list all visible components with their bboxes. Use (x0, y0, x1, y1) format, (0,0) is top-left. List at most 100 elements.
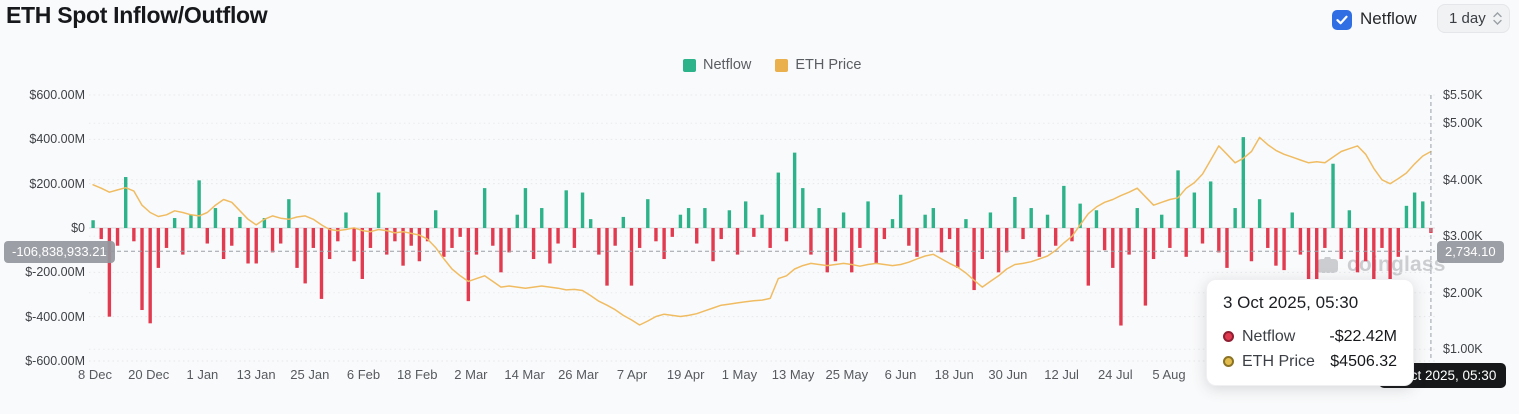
netflow-bar[interactable] (1241, 137, 1245, 228)
netflow-bar[interactable] (825, 228, 829, 273)
netflow-bar[interactable] (637, 228, 642, 248)
netflow-bar[interactable] (1388, 228, 1392, 295)
netflow-bar[interactable] (898, 194, 903, 228)
netflow-bar[interactable] (588, 219, 593, 228)
netflow-bar[interactable] (279, 228, 283, 244)
netflow-bar[interactable] (287, 199, 291, 228)
netflow-bar[interactable] (1298, 228, 1303, 255)
netflow-bar[interactable] (629, 228, 634, 286)
netflow-bar[interactable] (393, 228, 397, 242)
netflow-bar[interactable] (841, 212, 846, 228)
netflow-bar[interactable] (1306, 228, 1311, 282)
netflow-bar[interactable] (858, 228, 862, 248)
netflow-bar[interactable] (605, 228, 609, 286)
netflow-bar[interactable] (564, 190, 568, 228)
netflow-bar[interactable] (1192, 192, 1197, 228)
netflow-bar[interactable] (597, 228, 601, 255)
netflow-bar[interactable] (760, 214, 764, 228)
netflow-bar[interactable] (1274, 228, 1278, 266)
netflow-bar[interactable] (1217, 228, 1221, 253)
netflow-bar[interactable] (1282, 228, 1286, 271)
netflow-bar[interactable] (964, 219, 968, 228)
netflow-bar[interactable] (1380, 228, 1384, 248)
netflow-bar[interactable] (417, 228, 422, 262)
netflow-bar[interactable] (164, 228, 169, 248)
netflow-bar[interactable] (719, 228, 723, 240)
netflow-bar[interactable] (1257, 199, 1262, 228)
netflow-bar[interactable] (1412, 192, 1417, 228)
netflow-bar[interactable] (735, 228, 740, 255)
netflow-bar[interactable] (1160, 214, 1164, 228)
netflow-bar[interactable] (172, 218, 177, 228)
netflow-bar[interactable] (686, 208, 691, 228)
netflow-bar[interactable] (1266, 228, 1270, 248)
netflow-bar[interactable] (319, 228, 324, 299)
netflow-bar[interactable] (466, 228, 471, 302)
netflow-bar[interactable] (156, 228, 161, 268)
netflow-bar[interactable] (1102, 228, 1107, 251)
netflow-bar[interactable] (1347, 210, 1352, 228)
netflow-bar[interactable] (434, 210, 438, 228)
netflow-bar[interactable] (1404, 205, 1409, 228)
netflow-bar[interactable] (988, 212, 993, 228)
netflow-bar[interactable] (482, 188, 487, 228)
netflow-bar[interactable] (915, 228, 919, 257)
netflow-bar[interactable] (833, 228, 838, 262)
netflow-bar[interactable] (703, 208, 707, 228)
netflow-bar[interactable] (1005, 228, 1009, 253)
netflow-bar[interactable] (140, 228, 144, 311)
netflow-bar[interactable] (776, 172, 781, 228)
netflow-bar[interactable] (1331, 163, 1335, 228)
netflow-bar[interactable] (376, 192, 381, 228)
legend-item-eth-price[interactable]: ETH Price (775, 57, 861, 73)
netflow-bar[interactable] (1249, 228, 1254, 262)
netflow-bar[interactable] (540, 208, 544, 228)
netflow-bar[interactable] (670, 228, 674, 237)
netflow-bar[interactable] (866, 201, 870, 228)
netflow-bar[interactable] (1143, 228, 1148, 306)
netflow-bar[interactable] (230, 228, 234, 246)
netflow-bar[interactable] (580, 192, 585, 228)
netflow-bar[interactable] (115, 228, 120, 246)
netflow-bar[interactable] (996, 228, 1001, 273)
netflow-bar[interactable] (972, 228, 976, 291)
netflow-bar[interactable] (181, 228, 185, 255)
netflow-bar[interactable] (907, 228, 911, 246)
netflow-bar[interactable] (1021, 228, 1025, 240)
netflow-bar[interactable] (189, 214, 193, 228)
netflow-bar[interactable] (474, 228, 479, 255)
netflow-bar[interactable] (1339, 228, 1343, 260)
netflow-bar[interactable] (132, 228, 136, 242)
netflow-bar[interactable] (523, 188, 528, 228)
netflow-bar[interactable] (1315, 228, 1319, 319)
netflow-bar[interactable] (621, 216, 626, 228)
netflow-bar[interactable] (491, 228, 495, 246)
netflow-bar[interactable] (1184, 228, 1188, 257)
netflow-bar[interactable] (409, 228, 413, 246)
netflow-bar[interactable] (711, 228, 715, 262)
netflow-bar[interactable] (817, 208, 821, 228)
netflow-bar[interactable] (1168, 228, 1172, 248)
netflow-bar[interactable] (458, 228, 462, 237)
netflow-bar[interactable] (295, 228, 299, 268)
netflow-bar[interactable] (613, 228, 617, 246)
netflow-bar[interactable] (450, 228, 454, 248)
netflow-bar[interactable] (646, 199, 650, 228)
netflow-bar[interactable] (752, 228, 756, 237)
netflow-bar[interactable] (1151, 228, 1156, 260)
netflow-bar[interactable] (425, 228, 430, 242)
netflow-bar[interactable] (939, 228, 944, 253)
netflow-bar[interactable] (572, 228, 577, 248)
netflow-bar[interactable] (1119, 228, 1123, 326)
netflow-bar[interactable] (124, 177, 128, 228)
netflow-bar[interactable] (768, 228, 772, 248)
netflow-bar[interactable] (1323, 228, 1327, 248)
netflow-bar[interactable] (662, 228, 666, 260)
netflow-bar[interactable] (205, 228, 209, 244)
netflow-bar[interactable] (303, 228, 307, 284)
netflow-bar[interactable] (1200, 228, 1205, 244)
netflow-bar[interactable] (1225, 228, 1229, 268)
netflow-bar[interactable] (1355, 228, 1360, 273)
netflow-bar[interactable] (1421, 201, 1425, 228)
